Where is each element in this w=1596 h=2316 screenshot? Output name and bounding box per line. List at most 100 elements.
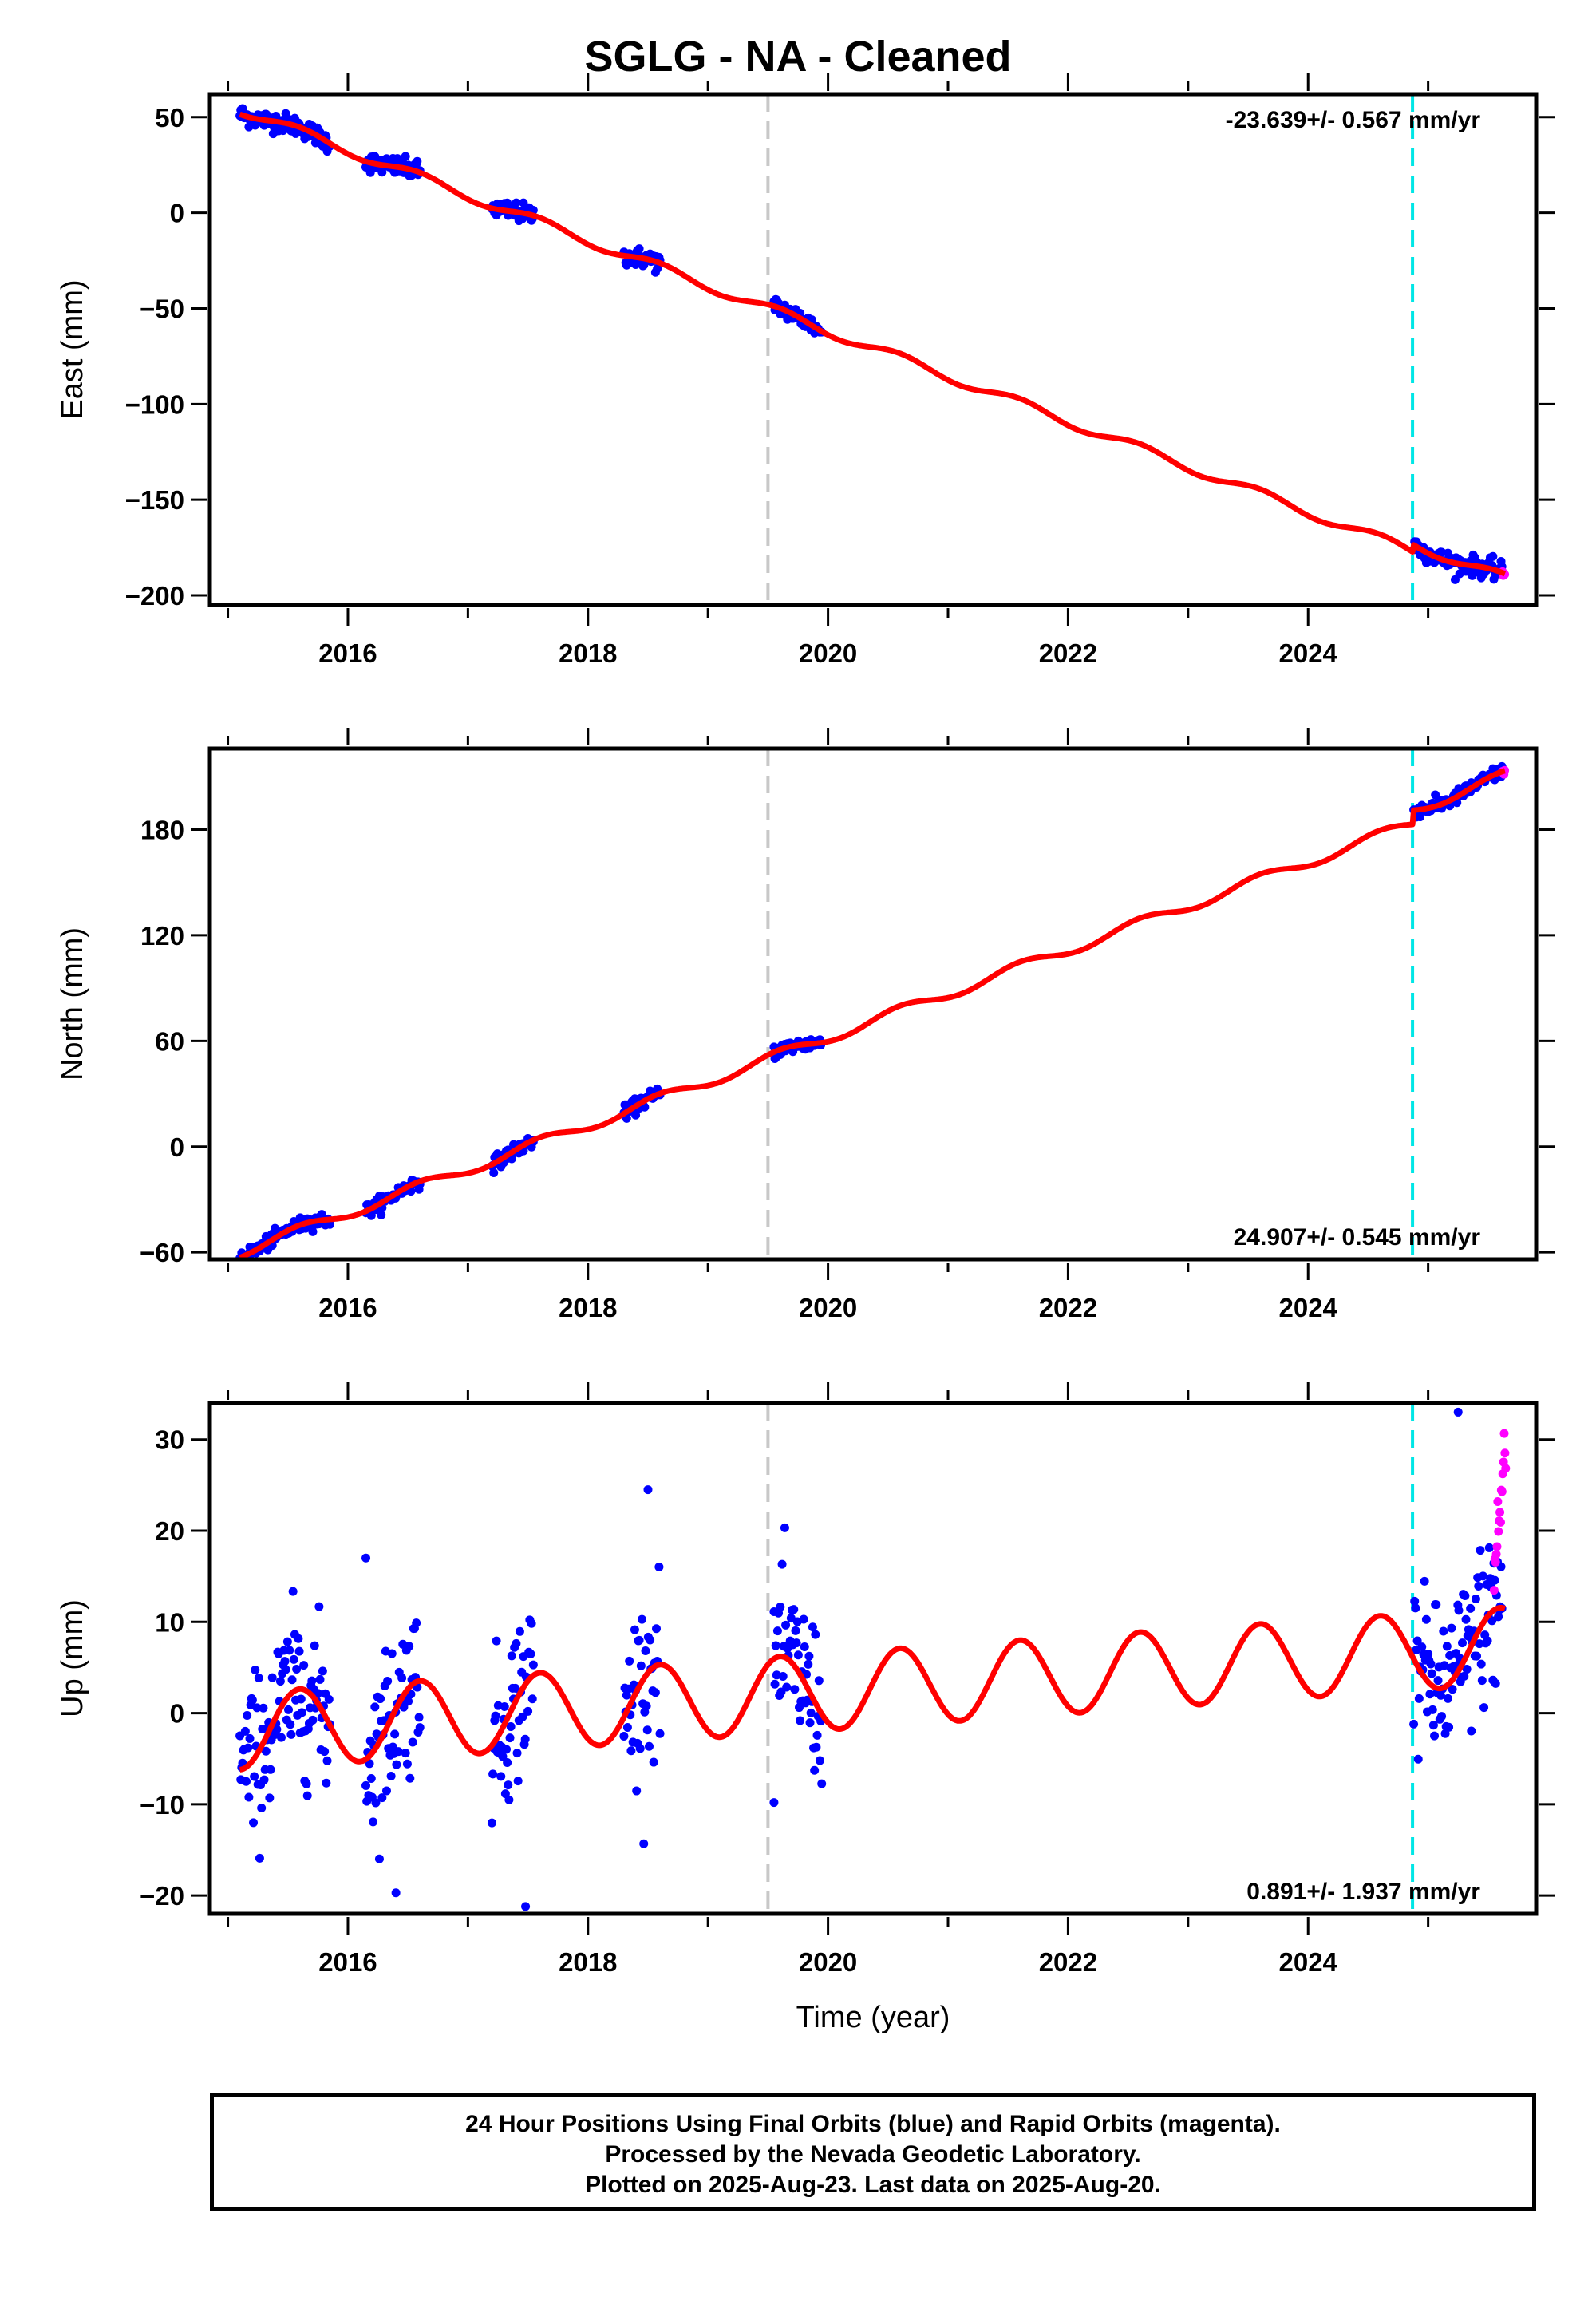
- final-orbit-point: [1414, 1694, 1424, 1703]
- plot-area: [235, 1403, 1511, 1914]
- final-orbit-point: [415, 1723, 425, 1733]
- final-orbit-point: [289, 1654, 298, 1664]
- final-orbit-point: [386, 1772, 396, 1781]
- final-orbit-point: [527, 1618, 536, 1628]
- final-orbit-point: [412, 1618, 421, 1628]
- final-orbit-point: [366, 1774, 376, 1784]
- final-orbit-point: [381, 1786, 391, 1796]
- final-orbit-point: [320, 1747, 330, 1757]
- final-orbit-point: [1430, 1731, 1440, 1741]
- final-orbit-point: [310, 1641, 319, 1650]
- footer-line-2: Processed by the Nevada Geodetic Laborat…: [605, 2141, 1141, 2168]
- x-tick-label: 2022: [1039, 1293, 1097, 1322]
- final-orbit-point: [397, 1673, 407, 1682]
- final-orbit-point: [515, 1626, 524, 1636]
- final-orbit-point: [383, 1676, 393, 1686]
- rapid-orbit-point: [1489, 1586, 1499, 1595]
- x-tick-label: 2016: [318, 1293, 377, 1322]
- final-orbit-point: [805, 1718, 815, 1728]
- final-orbit-point: [806, 1708, 816, 1717]
- final-orbit-point: [1432, 1600, 1441, 1610]
- final-orbit-point: [1413, 1754, 1423, 1764]
- final-orbit-point: [777, 1559, 787, 1569]
- final-orbit-point: [639, 1839, 649, 1848]
- final-orbit-point: [393, 1747, 403, 1757]
- final-orbit-point: [1488, 551, 1498, 561]
- final-orbit-point: [523, 1706, 533, 1716]
- final-orbit-point: [652, 1624, 662, 1634]
- final-orbit-point: [1424, 1650, 1433, 1659]
- final-orbit-point: [492, 1636, 501, 1646]
- final-orbit-point: [361, 1553, 371, 1563]
- rapid-orbit-point: [1495, 1508, 1505, 1517]
- final-orbit-point: [504, 1795, 514, 1804]
- final-orbit-point: [634, 1635, 644, 1645]
- y-axis-label: Up (mm): [56, 1599, 89, 1717]
- final-orbit-point: [414, 1713, 424, 1722]
- final-orbit-point: [637, 1614, 646, 1624]
- final-orbit-point: [1460, 1671, 1469, 1681]
- final-orbit-point: [772, 1626, 782, 1636]
- final-orbit-point: [308, 1227, 318, 1236]
- final-orbit-point: [318, 1666, 327, 1676]
- final-orbit-point: [1437, 1712, 1447, 1721]
- y-tick-label: 120: [140, 921, 184, 951]
- final-orbit-point: [390, 1729, 400, 1739]
- final-orbit-point: [286, 1729, 296, 1739]
- final-orbit-point: [1410, 1596, 1420, 1606]
- rapid-orbit-point: [1499, 1429, 1509, 1438]
- final-orbit-point: [643, 1485, 653, 1495]
- final-orbit-point: [1411, 1603, 1420, 1613]
- final-orbit-point: [518, 1712, 527, 1721]
- model-fit-line: [238, 768, 1507, 1259]
- final-orbit-point: [377, 168, 387, 177]
- plot-area: [235, 749, 1510, 1259]
- final-orbit-point: [513, 1777, 523, 1786]
- final-orbit-point: [650, 1688, 660, 1697]
- final-orbit-point: [641, 1646, 650, 1655]
- final-orbit-point: [1454, 1606, 1464, 1615]
- final-orbit-point: [314, 1602, 324, 1611]
- final-orbit-point: [1467, 1726, 1476, 1736]
- final-orbit-point: [1420, 1576, 1429, 1586]
- final-orbit-point: [299, 1661, 309, 1670]
- final-orbit-point: [487, 1818, 496, 1828]
- final-orbit-point: [259, 1703, 268, 1713]
- y-tick-label: 0: [170, 1699, 184, 1729]
- final-orbit-point: [361, 1780, 371, 1790]
- final-orbit-point: [401, 1749, 410, 1758]
- final-orbit-point: [496, 1772, 506, 1781]
- y-axis-label: North (mm): [56, 927, 89, 1081]
- final-orbit-point: [251, 1665, 260, 1674]
- final-orbit-point: [1471, 1594, 1480, 1603]
- final-orbit-point: [507, 1651, 516, 1661]
- final-orbit-point: [1444, 1722, 1454, 1732]
- final-orbit-point: [1412, 1636, 1422, 1646]
- final-orbit-point: [371, 1798, 381, 1808]
- final-orbit-point: [512, 1749, 522, 1758]
- final-orbit-point: [804, 1651, 814, 1661]
- final-orbit-point: [778, 1671, 788, 1681]
- final-orbit-point: [294, 1634, 303, 1643]
- final-orbit-point: [808, 1622, 817, 1632]
- final-orbit-point: [817, 1779, 827, 1788]
- east-panel: 2016 2018 2020 2022 2024 50 0 −50 −100 −150 −200 Ea…: [56, 73, 1555, 668]
- final-orbit-point: [771, 1641, 780, 1650]
- final-orbit-point: [526, 1649, 535, 1658]
- y-tick-label: 50: [155, 103, 184, 132]
- final-orbit-point: [649, 1757, 658, 1767]
- final-orbit-point: [314, 1689, 323, 1698]
- final-orbit-point: [789, 1605, 799, 1614]
- final-orbit-point: [796, 1716, 805, 1725]
- final-orbit-point: [1425, 1690, 1435, 1699]
- final-orbit-point: [1466, 1603, 1476, 1613]
- final-orbit-point: [815, 1756, 824, 1765]
- final-orbit-point: [241, 1777, 251, 1786]
- final-orbit-point: [1447, 1623, 1456, 1633]
- y-tick-label: 20: [155, 1516, 184, 1546]
- up-panel: 2016 2018 2020 2022 2024 30 20 10 0 −10 −20 Up (mm)…: [56, 1382, 1555, 2034]
- final-orbit-point: [254, 1673, 263, 1682]
- final-orbit-point: [521, 1902, 531, 1911]
- final-orbit-point: [512, 198, 521, 207]
- final-orbit-point: [1462, 1665, 1472, 1674]
